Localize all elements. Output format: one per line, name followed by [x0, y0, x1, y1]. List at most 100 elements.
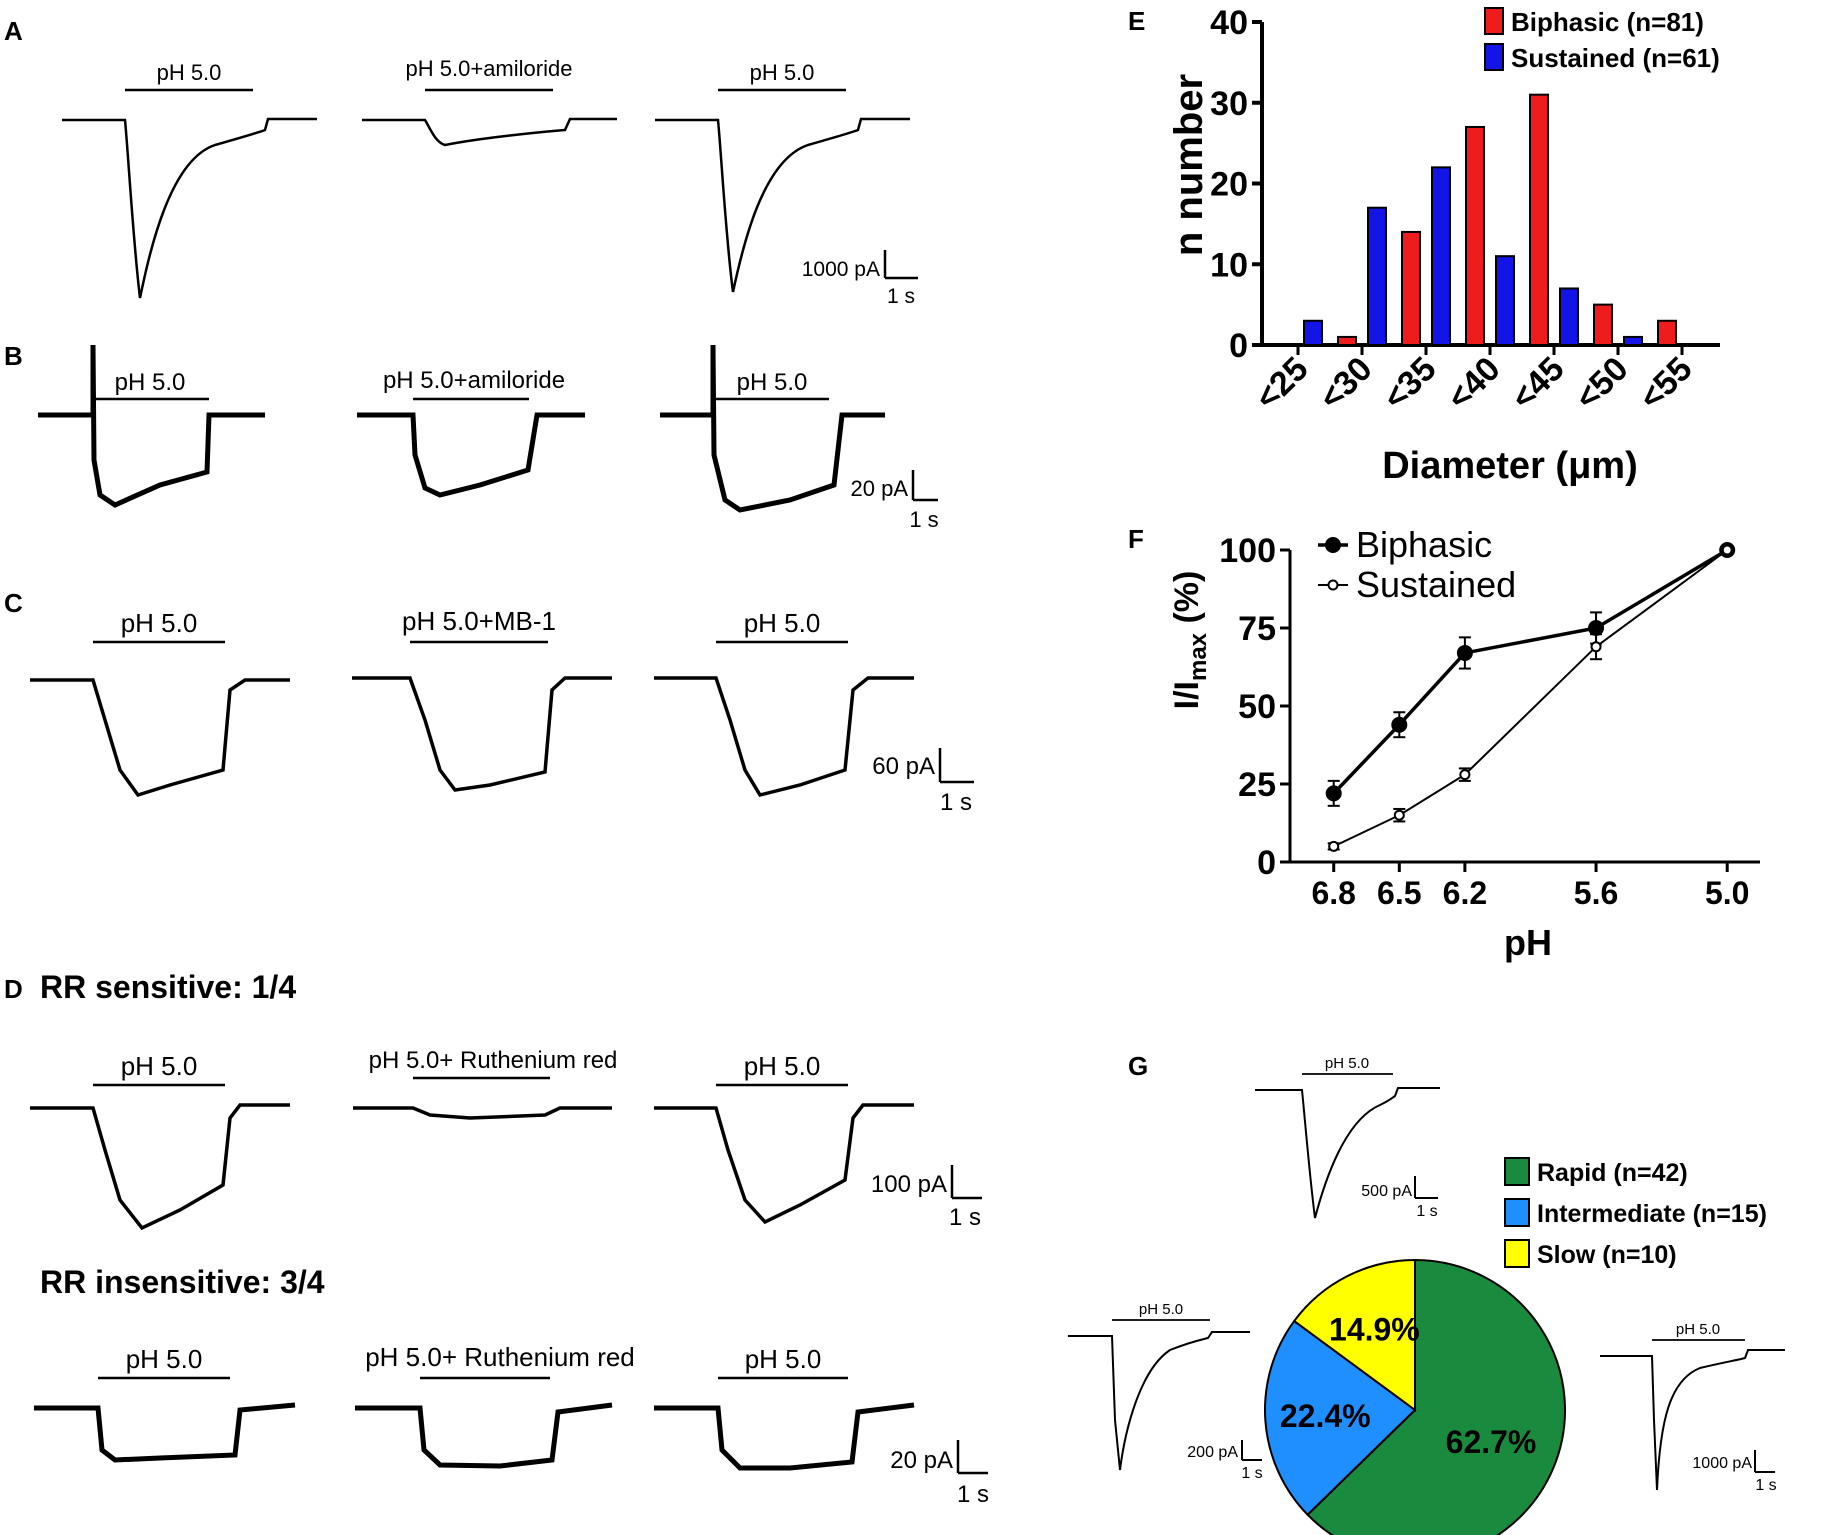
legend-label: Sustained (n=61) — [1511, 43, 1720, 73]
y-tick-label: 10 — [1210, 246, 1248, 284]
y-tick-label: 25 — [1238, 766, 1276, 804]
y-tick-label: 40 — [1210, 4, 1248, 42]
x-axis-label: pH — [1504, 922, 1552, 963]
y-tick-label: 0 — [1229, 327, 1248, 365]
point-biphasic — [1588, 620, 1605, 636]
x-tick-label: <30 — [1312, 350, 1380, 418]
pie-slice — [1306, 1258, 1566, 1535]
panel-label-b: B — [4, 341, 23, 371]
scale-y-label: 1000 pA — [802, 258, 880, 281]
x-axis-label: Diameter (μm) — [1382, 445, 1638, 487]
scale-x-label: 1 s — [1241, 1465, 1262, 1482]
point-biphasic — [1456, 644, 1473, 661]
trace-label: pH 5.0 — [126, 1344, 203, 1374]
y-axis-label: n number — [1167, 74, 1211, 256]
current-trace — [660, 344, 885, 513]
current-trace — [655, 117, 910, 293]
trace-label: pH 5.0 — [157, 60, 222, 85]
scale-x-label: 1 s — [887, 285, 915, 308]
legend-marker — [1327, 579, 1339, 591]
pie-slice — [1292, 1258, 1416, 1412]
current-trace — [30, 1103, 290, 1231]
point-sustained — [1459, 769, 1471, 781]
panel-label-e: E — [1128, 6, 1145, 36]
y-tick-label: 0 — [1257, 844, 1276, 882]
current-trace — [353, 1106, 612, 1120]
current-trace — [62, 117, 317, 299]
trace-label: pH 5.0+ Ruthenium red — [365, 1342, 635, 1372]
legend-swatch — [1484, 7, 1504, 35]
legend-label: Rapid (n=42) — [1537, 1159, 1688, 1187]
panel-c: pH 5.0 pH 5.0+MB-1 pH 5.0 60 pA 1 s — [30, 606, 974, 816]
bar-biphasic — [1401, 230, 1421, 346]
scale-x-label: 1 s — [940, 789, 972, 816]
inset-trace-slow: pH 5.0 1000 pA 1 s — [1600, 1321, 1785, 1494]
panel-d-sensitive: pH 5.0 pH 5.0+ Ruthenium red pH 5.0 100 … — [30, 1047, 982, 1231]
scale-x-label: 1 s — [1416, 1203, 1437, 1220]
panel-label-c: C — [4, 588, 23, 618]
legend-swatch — [1504, 1198, 1530, 1227]
trace-label: pH 5.0 — [744, 1051, 821, 1081]
point-sustained — [1328, 840, 1340, 852]
current-trace — [34, 1402, 296, 1463]
bar-sustained — [1495, 255, 1515, 346]
scale-y-label: 500 pA — [1361, 1183, 1412, 1200]
trace-label: pH 5.0 — [121, 1051, 198, 1081]
scale-x-label: 1 s — [957, 1481, 989, 1508]
legend-label: Intermediate (n=15) — [1537, 1200, 1767, 1228]
current-trace — [38, 344, 265, 508]
current-trace — [352, 676, 612, 792]
bar-biphasic — [1657, 319, 1677, 346]
bar-sustained — [1367, 206, 1387, 346]
y-tick-label: 100 — [1219, 532, 1276, 570]
current-trace — [355, 1402, 613, 1469]
bar-sustained — [1431, 166, 1451, 346]
x-tick-label: 5.0 — [1705, 875, 1749, 911]
bar-biphasic — [1465, 125, 1485, 346]
rr-sensitive-title: RR sensitive: 1/4 — [40, 969, 296, 1005]
point-sustained — [1590, 641, 1602, 653]
trace-label: pH 5.0 — [1139, 1301, 1183, 1318]
scale-x-label: 1 s — [909, 507, 938, 532]
bar-biphasic — [1337, 335, 1357, 346]
x-tick-label: <25 — [1248, 350, 1316, 418]
y-tick-label: 20 — [1210, 166, 1248, 204]
legend-label: Slow (n=10) — [1537, 1241, 1677, 1269]
trace-label: pH 5.0 — [121, 608, 198, 638]
histogram-chart: n number Diameter (μm) 0 10 20 30 40 <25<30<3… — [1167, 4, 1720, 487]
x-tick-label: 6.8 — [1311, 875, 1355, 911]
y-axis-label: I/Imax (%) — [1168, 571, 1212, 710]
trace-label: pH 5.0+amiloride — [383, 367, 565, 394]
scale-y-label: 20 pA — [890, 1447, 953, 1474]
y-tick-label: 75 — [1238, 610, 1276, 648]
current-trace — [362, 117, 617, 147]
scale-x-label: 1 s — [949, 1204, 981, 1231]
current-trace — [30, 678, 290, 798]
x-tick-label: 5.6 — [1574, 875, 1618, 911]
panel-b: pH 5.0 pH 5.0+amiloride pH 5.0 20 pA 1 s — [38, 344, 939, 532]
rr-insensitive-title: RR insensitive: 3/4 — [40, 1264, 325, 1300]
trace-label: pH 5.0 — [115, 369, 186, 396]
legend-label: Sustained — [1356, 564, 1516, 605]
panel-label-g: G — [1128, 1051, 1148, 1081]
trace-label: pH 5.0+ Ruthenium red — [369, 1047, 618, 1074]
x-tick-label: <50 — [1568, 350, 1636, 418]
x-tick-label: <35 — [1376, 350, 1444, 418]
legend-marker — [1325, 537, 1341, 553]
legend-swatch — [1504, 1239, 1530, 1268]
x-tick-label: 6.2 — [1443, 875, 1487, 911]
trace-label: pH 5.0 — [750, 60, 815, 85]
current-trace — [357, 412, 585, 498]
point-sustained — [1393, 809, 1405, 821]
y-axis-label-sub: max — [1185, 632, 1212, 681]
x-tick-label: <55 — [1632, 350, 1700, 418]
panel-a: pH 5.0 pH 5.0+amiloride pH 5.0 1000 pA 1… — [62, 56, 918, 308]
bar-sustained — [1559, 287, 1579, 347]
x-tick-label: 6.5 — [1377, 875, 1421, 911]
panel-label-f: F — [1128, 524, 1144, 554]
pie-slice-label: 14.9% — [1329, 1312, 1420, 1348]
kinetics-pie-chart: pH 5.0 500 pA 1 s pH 5.0 200 pA 1 s pH 5… — [1068, 1055, 1785, 1535]
trace-label: pH 5.0+MB-1 — [402, 606, 556, 636]
y-axis-label-main: I/I — [1168, 681, 1206, 709]
